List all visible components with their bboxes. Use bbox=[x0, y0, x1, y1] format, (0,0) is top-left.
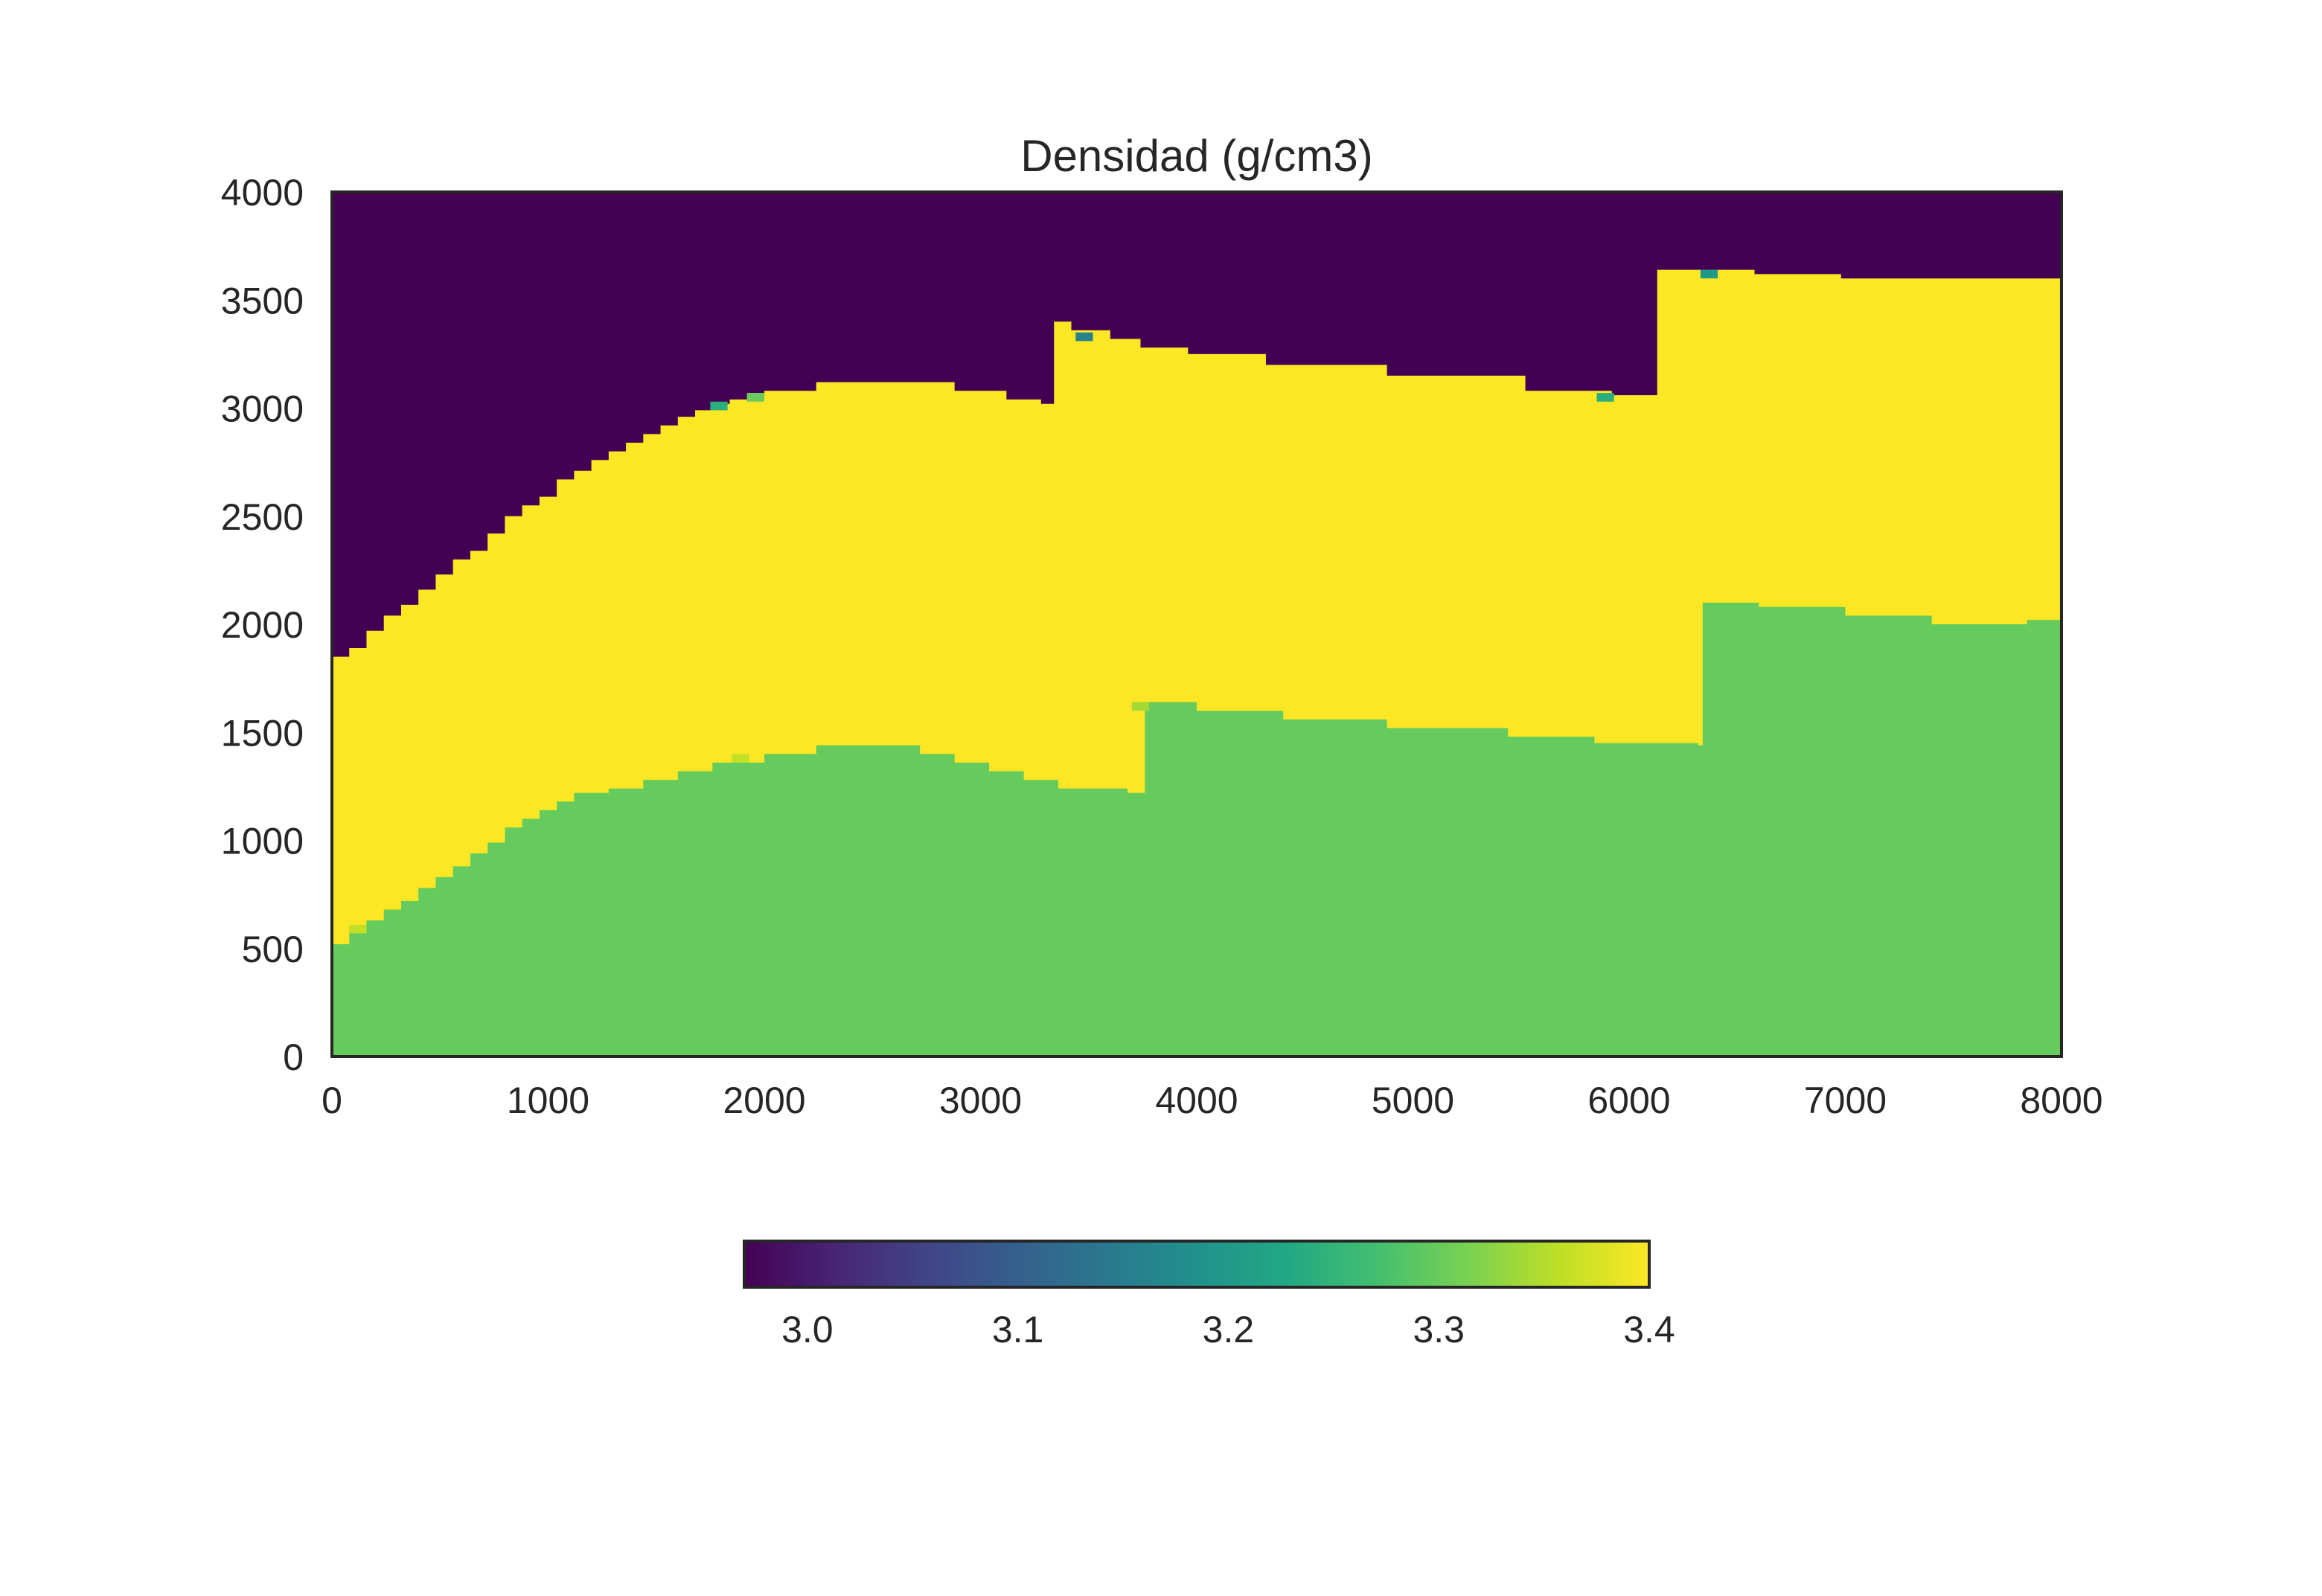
x-tick-label: 4000 bbox=[1155, 1080, 1238, 1121]
anomaly-cell bbox=[1700, 269, 1718, 279]
x-tick-label: 1000 bbox=[507, 1080, 589, 1121]
colorbar-tick-label: 3.4 bbox=[1623, 1309, 1675, 1350]
x-axis: 0 1000 2000 3000 4000 5000 6000 7000 8000 bbox=[322, 1080, 2103, 1121]
x-tick-label: 2000 bbox=[723, 1080, 805, 1121]
x-tick-label: 3000 bbox=[939, 1080, 1022, 1121]
layer-top bbox=[332, 602, 2062, 1057]
y-tick-label: 1500 bbox=[221, 712, 304, 754]
chart-title: Densidad (g/cm3) bbox=[1020, 131, 1373, 181]
x-tick-label: 0 bbox=[322, 1080, 342, 1121]
y-tick-label: 0 bbox=[283, 1036, 304, 1078]
anomaly-cell bbox=[1075, 332, 1093, 342]
y-tick-label: 3500 bbox=[221, 280, 304, 321]
x-tick-label: 5000 bbox=[1372, 1080, 1454, 1121]
anomaly-cells bbox=[349, 269, 1718, 934]
anomaly-cell bbox=[1596, 393, 1614, 402]
y-axis: 0 500 1000 1500 2000 2500 3000 3500 4000 bbox=[221, 172, 304, 1078]
colorbar bbox=[743, 1240, 1651, 1289]
x-tick-label: 7000 bbox=[1804, 1080, 1887, 1121]
colorbar-tick-label: 3.0 bbox=[781, 1309, 834, 1350]
y-tick-label: 500 bbox=[242, 929, 304, 970]
y-tick-label: 1000 bbox=[221, 821, 304, 862]
colorbar-tick-label: 3.1 bbox=[992, 1309, 1044, 1350]
x-tick-label: 8000 bbox=[2020, 1080, 2102, 1121]
y-tick-label: 3000 bbox=[221, 388, 304, 430]
plot-frame bbox=[330, 190, 2063, 1058]
colorbar-tick-label: 3.3 bbox=[1413, 1309, 1465, 1350]
anomaly-cell bbox=[1131, 702, 1150, 711]
colorbar-tick-label: 3.2 bbox=[1203, 1309, 1255, 1350]
y-tick-label: 2500 bbox=[221, 496, 304, 538]
colorbar-ticks: 3.0 3.1 3.2 3.3 3.4 bbox=[781, 1309, 1675, 1350]
anomaly-cell bbox=[746, 393, 764, 402]
anomaly-cell bbox=[710, 401, 728, 411]
x-tick-label: 6000 bbox=[1587, 1080, 1670, 1121]
plot-area bbox=[332, 192, 2062, 1057]
anomaly-cell bbox=[732, 754, 749, 763]
y-tick-label: 2000 bbox=[221, 604, 304, 646]
y-tick-label: 4000 bbox=[221, 172, 304, 214]
anomaly-cell bbox=[349, 924, 367, 934]
